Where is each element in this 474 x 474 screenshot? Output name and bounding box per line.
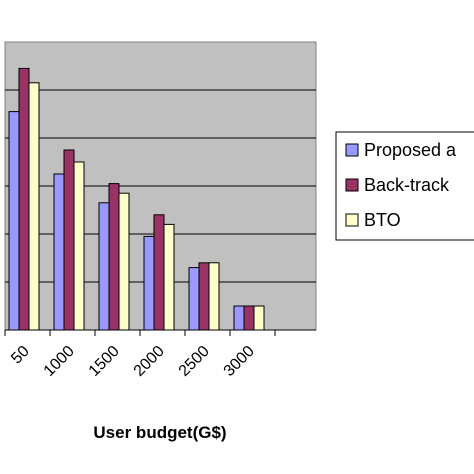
x-tick-labels: 50 1000 1500 2000 2500 3000 <box>8 343 258 380</box>
bar <box>243 305 255 331</box>
legend-swatch <box>345 213 359 227</box>
bar <box>198 262 210 331</box>
legend-label: Proposed a <box>364 140 457 160</box>
bar <box>253 305 265 331</box>
bar <box>73 161 85 331</box>
bar <box>53 173 65 331</box>
bar <box>28 82 40 331</box>
bar <box>143 235 155 331</box>
x-axis-title: User budget(G$) <box>93 423 226 442</box>
legend-box <box>335 131 474 241</box>
legend: Proposed a Back-track BTO <box>335 131 474 241</box>
legend-label: BTO <box>364 210 401 230</box>
bar <box>18 67 30 331</box>
x-tick-label: 2500 <box>176 343 213 380</box>
bar <box>8 111 20 331</box>
legend-label: Back-track <box>364 175 450 195</box>
bar <box>188 267 200 331</box>
bar <box>63 149 75 331</box>
legend-swatch <box>345 178 359 192</box>
bar <box>98 202 110 331</box>
bar <box>108 183 120 331</box>
x-tick-label: 1500 <box>86 343 123 380</box>
bar <box>208 262 220 331</box>
x-tick-label: 50 <box>8 343 33 368</box>
bar <box>233 305 245 331</box>
legend-swatch <box>345 143 359 157</box>
bar <box>153 214 165 331</box>
bar <box>163 223 175 331</box>
x-tick-label: 2000 <box>131 343 168 380</box>
x-ticks <box>4 330 276 336</box>
x-tick-label: 1000 <box>41 343 78 380</box>
bar <box>118 192 130 331</box>
x-tick-label: 3000 <box>221 343 258 380</box>
